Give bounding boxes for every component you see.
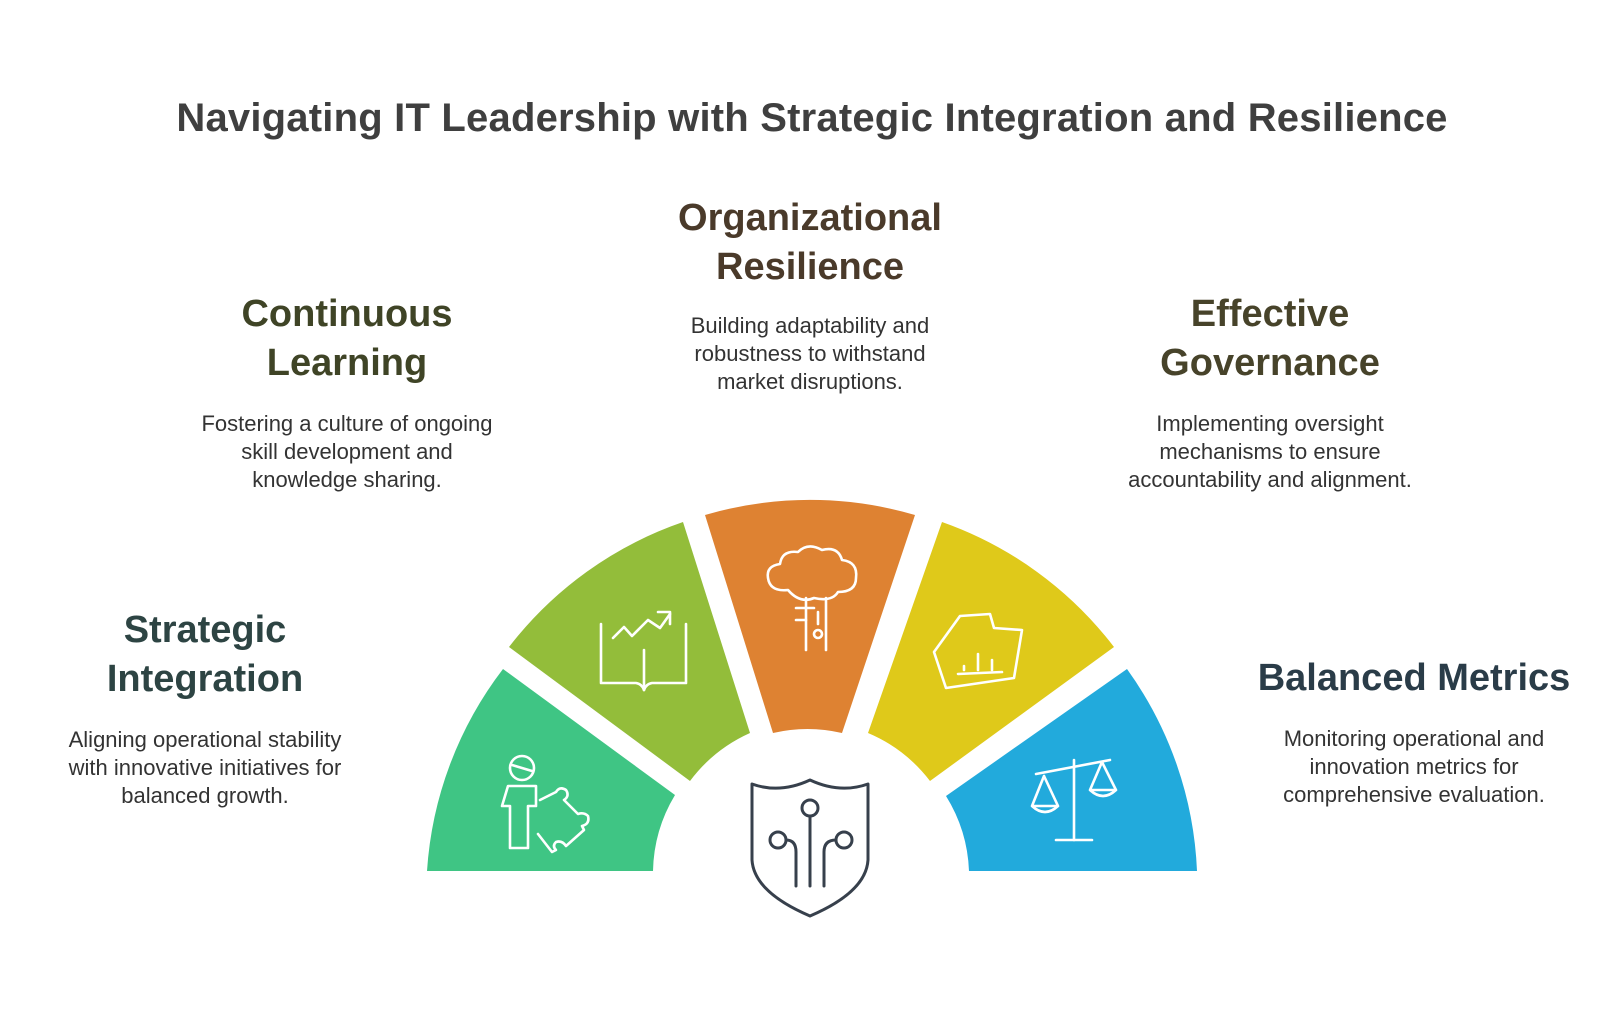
block-balanced-metrics: Balanced Metrics Monitoring operational …	[1244, 654, 1584, 809]
scale-icon	[1030, 758, 1118, 842]
block-continuous-learning: Continuous Learning Fostering a culture …	[177, 290, 517, 494]
tree-icon	[766, 545, 858, 652]
desc-balanced-metrics: Monitoring operational and innovation me…	[1244, 725, 1584, 809]
block-strategic-integration: Strategic Integration Aligning operation…	[40, 606, 370, 810]
heading-organizational-resilience: Organizational Resilience	[640, 194, 980, 292]
segment-effective-governance	[868, 522, 1114, 781]
heading-continuous-learning: Continuous Learning	[177, 290, 517, 388]
segment-organizational-resilience	[705, 499, 915, 733]
desc-line: Building adaptability and	[690, 313, 930, 338]
heading-line: Resilience	[716, 246, 904, 288]
desc-line: Aligning operational stability	[68, 727, 342, 752]
desc-line: skill development and	[241, 439, 453, 464]
block-organizational-resilience: Organizational Resilience Building adapt…	[640, 194, 980, 396]
desc-line: comprehensive evaluation.	[1283, 782, 1545, 807]
segment-balanced-metrics	[946, 669, 1197, 871]
person-puzzle-icon	[500, 754, 590, 854]
segment-continuous-learning	[509, 522, 750, 781]
heading-line: Balanced Metrics	[1257, 657, 1571, 699]
heading-line: Strategic	[123, 609, 287, 651]
desc-effective-governance: Implementing oversight mechanisms to ens…	[1100, 410, 1440, 494]
desc-line: innovation metrics for	[1309, 754, 1519, 779]
circuit-shield-icon	[750, 778, 870, 918]
heading-line: Learning	[266, 342, 428, 384]
desc-line: mechanisms to ensure	[1159, 439, 1381, 464]
heading-effective-governance: Effective Governance	[1100, 290, 1440, 388]
desc-line: Implementing oversight	[1156, 411, 1384, 436]
desc-line: Fostering a culture of ongoing	[201, 411, 493, 436]
desc-continuous-learning: Fostering a culture of ongoing skill dev…	[177, 410, 517, 494]
heading-line: Organizational	[678, 197, 942, 239]
desc-line: robustness to withstand	[694, 341, 926, 366]
heading-line: Effective	[1190, 293, 1350, 335]
page-title: Navigating IT Leadership with Strategic …	[176, 96, 1448, 140]
heading-strategic-integration: Strategic Integration	[40, 606, 370, 704]
desc-line: Monitoring operational and	[1283, 726, 1545, 751]
desc-organizational-resilience: Building adaptability and robustness to …	[640, 312, 980, 396]
desc-line: balanced growth.	[121, 783, 289, 808]
desc-line: with innovative initiatives for	[68, 755, 342, 780]
book-growth-icon	[599, 610, 688, 692]
chart-shape-icon	[932, 612, 1024, 690]
heading-line: Integration	[106, 658, 304, 700]
heading-line: Continuous	[241, 293, 453, 335]
heading-balanced-metrics: Balanced Metrics	[1244, 654, 1584, 703]
block-effective-governance: Effective Governance Implementing oversi…	[1100, 290, 1440, 494]
desc-line: market disruptions.	[717, 369, 903, 394]
desc-strategic-integration: Aligning operational stability with inno…	[40, 726, 370, 810]
segment-strategic-integration	[427, 669, 675, 871]
heading-line: Governance	[1160, 342, 1380, 384]
desc-line: accountability and alignment.	[1128, 467, 1412, 492]
desc-line: knowledge sharing.	[252, 467, 442, 492]
